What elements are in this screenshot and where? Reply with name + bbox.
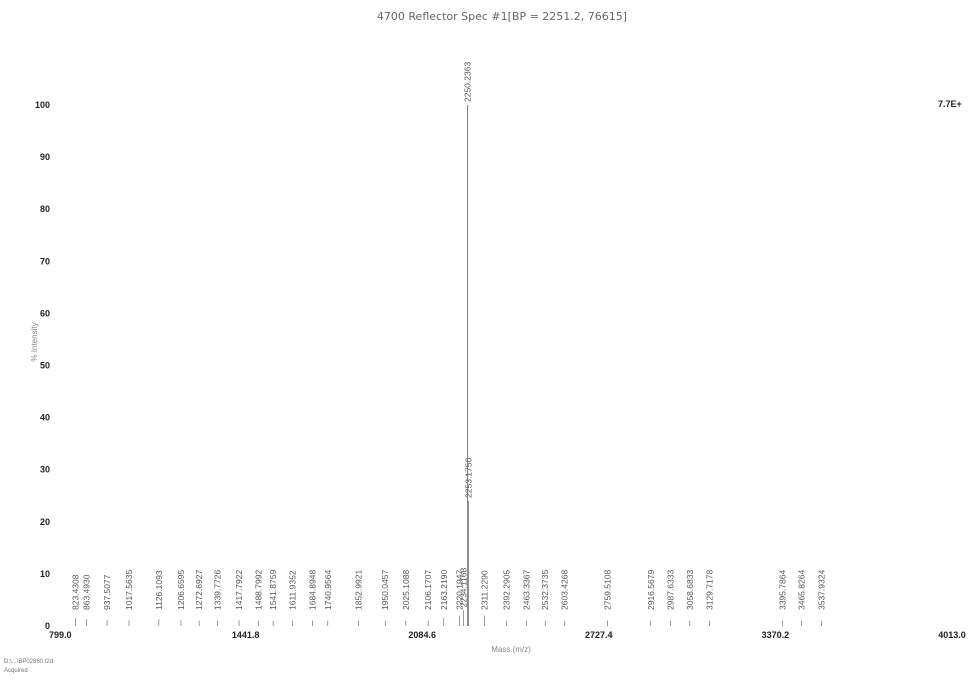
peak-label: 1611.9352 (287, 570, 297, 610)
peak-label: 2603.4268 (560, 570, 570, 610)
x-tick-label: 2084.6 (408, 630, 436, 640)
peak-label: 1684.8948 (307, 570, 317, 610)
x-axis-label: Mass (m/z) (491, 645, 531, 654)
peak-label: 823.4308 (71, 574, 81, 610)
y-tick-label: 70 (40, 256, 50, 266)
y-tick-label: 80 (40, 204, 50, 214)
y-tick-label: 60 (40, 308, 50, 318)
peak-label: 1852.9921 (354, 570, 364, 610)
peak-label: 1417.7922 (234, 570, 244, 610)
peak-label: 3537.9324 (816, 570, 826, 610)
y-tick-label: 90 (40, 152, 50, 162)
x-tick-label: 799.0 (49, 630, 72, 640)
peak-label: 1740.9564 (323, 570, 333, 610)
peak-label: 2025.1088 (401, 570, 411, 610)
x-tick-label: 4013.0 (938, 630, 966, 640)
peak-label: 2220.1947 (454, 570, 464, 610)
peak-label: 937.5077 (102, 574, 112, 610)
peak-label: 2916.5679 (646, 570, 656, 610)
y-tick-label: 0 (45, 621, 50, 631)
x-tick-label: 2727.4 (585, 630, 613, 640)
peak-label: 2463.3367 (521, 570, 531, 610)
peak-label: 2311.2290 (479, 570, 489, 610)
peak-label: 1272.6927 (194, 570, 204, 610)
peak-label: 2253.1750 (464, 458, 474, 498)
file-info: D:\...\BP02860.t2d (4, 659, 53, 665)
y-axis-ticks: 0 10 20 30 40 50 60 70 80 90 100 (35, 100, 50, 631)
y-tick-label: 50 (40, 361, 50, 371)
peak-label: 1206.6595 (176, 570, 186, 610)
peak-label: 2392.2905 (502, 570, 512, 610)
peak-label: 2250.2363 (463, 62, 473, 102)
peak-label: 2987.6333 (665, 570, 675, 610)
peak-label: 1950.0457 (380, 570, 390, 610)
peak-label: 2163.2190 (439, 570, 449, 610)
peak-label: 2234.1168 (458, 568, 468, 608)
peak-label: 2532.3735 (540, 570, 550, 610)
y-axis-label: % Intensity (30, 322, 39, 361)
peak-marks (75, 105, 822, 626)
peak-label: 1126.1093 (154, 570, 164, 610)
intensity-scale: 7.7E+ (938, 99, 962, 109)
y-tick-label: 10 (40, 569, 50, 579)
peak-label: 2759.5108 (603, 570, 613, 610)
x-tick-label: 3370.2 (762, 630, 790, 640)
peak-label: 3129.7178 (704, 570, 714, 610)
x-tick-label: 1441.8 (232, 630, 260, 640)
peak-label: 1339.7726 (213, 570, 223, 610)
chart-title: 4700 Reflector Spec #1[BP = 2251.2, 7661… (377, 10, 627, 23)
peak-label: 3465.8264 (797, 570, 807, 610)
y-tick-label: 30 (40, 465, 50, 475)
acquired-info: Acquired (4, 668, 28, 674)
peak-label: 863.4930 (82, 574, 92, 610)
peak-label: 3395.7864 (777, 570, 787, 610)
peak-label: 3058.6833 (685, 570, 695, 610)
peak-labels: 823.4308 863.4930 937.5077 1017.5635 1126.10… (71, 62, 827, 610)
peak-label: 2106.1707 (423, 570, 433, 610)
y-tick-label: 20 (40, 517, 50, 527)
peak-label: 1488.7992 (254, 570, 264, 610)
x-axis-ticks: 799.0 1441.8 2084.6 2727.4 3370.2 4013.0 (49, 630, 966, 640)
y-tick-label: 40 (40, 413, 50, 423)
peak-label: 1541.8759 (268, 570, 278, 610)
y-tick-label: 100 (35, 100, 50, 110)
peak-label: 1017.5635 (124, 570, 134, 610)
